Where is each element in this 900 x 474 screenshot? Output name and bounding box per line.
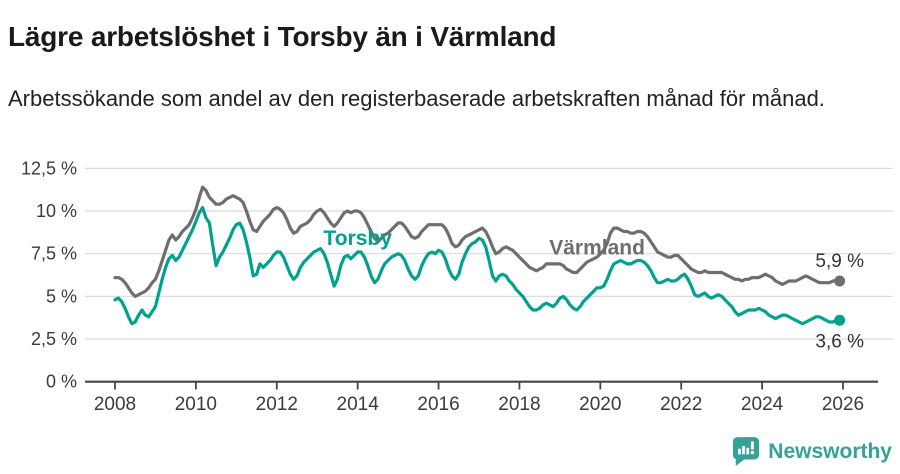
torsby-series-label: Torsby <box>323 227 392 250</box>
y-tick-label: 0 % <box>46 372 77 392</box>
varmland-line <box>113 185 842 298</box>
newsworthy-logo[interactable]: Newsworthy <box>732 436 892 468</box>
x-tick-label: 2024 <box>741 394 784 415</box>
chart-subtitle: Arbetssökande som andel av den registerb… <box>8 86 825 111</box>
x-tick-label: 2020 <box>579 394 621 415</box>
x-tick-label: 2022 <box>660 394 702 415</box>
x-tick-label: 2008 <box>94 394 136 415</box>
x-tick-label: 2014 <box>337 394 380 415</box>
newsworthy-wordmark: Newsworthy <box>768 440 892 463</box>
newsworthy-pin-icon <box>732 436 760 468</box>
torsby-end-dot <box>834 314 846 326</box>
torsby-line <box>113 206 842 326</box>
y-tick-label: 12,5 % <box>21 158 77 178</box>
x-tick-label: 2012 <box>256 394 298 415</box>
x-tick-label: 2016 <box>417 394 459 415</box>
y-tick-label: 5 % <box>46 286 77 306</box>
varmland-series-label: Värmland <box>549 237 645 260</box>
y-tick-label: 7,5 % <box>31 244 77 264</box>
x-tick-label: 2026 <box>822 394 864 415</box>
torsby-end-value-label: 3,6 % <box>815 331 864 352</box>
x-tick-label: 2018 <box>498 394 540 415</box>
varmland-end-dot <box>834 275 846 287</box>
y-tick-label: 10 % <box>36 201 77 221</box>
x-tick-label: 2010 <box>175 394 217 415</box>
y-tick-label: 2,5 % <box>31 329 77 349</box>
page-title: Lägre arbetslöshet i Torsby än i Värmlan… <box>8 20 557 52</box>
varmland-end-value-label: 5,9 % <box>815 251 864 272</box>
